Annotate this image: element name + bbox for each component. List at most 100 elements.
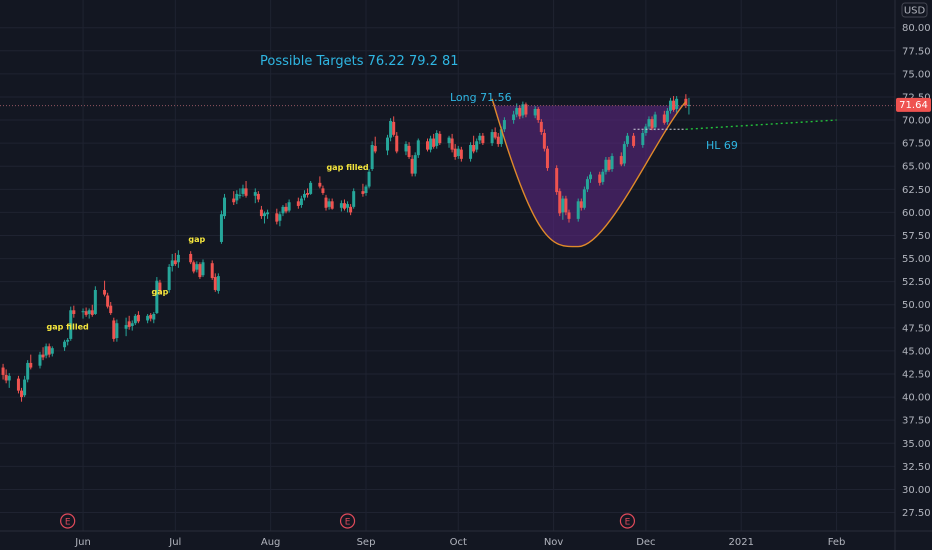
candle-body	[41, 354, 45, 358]
higher-low-annotation: HL 69	[706, 139, 738, 152]
candle	[149, 313, 153, 322]
candle-body	[219, 214, 223, 242]
time-tick-label: Dec	[636, 537, 655, 548]
last-price-tag: 71.64	[896, 97, 931, 112]
price-tick-label: 67.50	[902, 139, 931, 150]
price-tick-label: 32.50	[902, 462, 931, 473]
candle	[306, 188, 310, 198]
earnings-marker: E	[619, 513, 636, 529]
candle-body	[601, 171, 605, 182]
candle-body	[23, 379, 27, 396]
candle	[259, 205, 263, 219]
earnings-marker-label: E	[345, 518, 351, 528]
drawing-overlays	[492, 98, 686, 247]
candle-body	[512, 114, 516, 121]
candle	[198, 262, 202, 279]
candle-body	[7, 375, 11, 381]
candlestick-series	[1, 94, 691, 402]
candle	[475, 138, 479, 153]
candle-body	[296, 201, 300, 206]
candle-body	[244, 188, 248, 196]
currency-badge-box	[901, 2, 928, 18]
candle	[281, 205, 285, 217]
candle-body	[321, 188, 325, 194]
candle	[38, 351, 42, 369]
candle	[555, 165, 559, 195]
candle	[339, 200, 343, 212]
candle-body	[392, 121, 396, 135]
candle-body	[133, 315, 137, 324]
candle	[47, 343, 51, 358]
candle	[601, 168, 605, 185]
candle	[327, 198, 331, 210]
candle-body	[103, 289, 107, 295]
candle-body	[413, 155, 417, 174]
candle-body	[87, 310, 91, 314]
gap-label: gap	[152, 288, 169, 297]
candle	[130, 320, 134, 331]
earnings-marker-label: E	[625, 518, 631, 528]
candle	[106, 292, 110, 309]
candle	[672, 96, 676, 112]
candle-body	[675, 98, 679, 109]
candle	[69, 306, 73, 341]
price-tick-label: 60.00	[902, 208, 931, 219]
time-tick-label: Jul	[168, 537, 181, 548]
candle	[302, 190, 306, 201]
candle	[668, 97, 672, 114]
candle	[216, 273, 220, 294]
candle	[4, 369, 8, 384]
candle	[342, 199, 346, 211]
candle-body	[90, 310, 94, 315]
candle	[416, 138, 420, 158]
candle-body	[201, 262, 205, 276]
candle	[41, 347, 45, 361]
candle-body	[352, 191, 356, 207]
candle-body	[281, 206, 285, 214]
price-tick-label: 37.50	[902, 416, 931, 427]
price-tick-label: 30.00	[902, 485, 931, 496]
candle-body	[266, 212, 270, 215]
candle-body	[435, 132, 439, 146]
candle-body	[93, 289, 97, 314]
candle	[493, 127, 497, 140]
candle	[478, 132, 482, 145]
candle-body	[367, 171, 371, 187]
currency-badge[interactable]: USD	[901, 2, 928, 18]
candle	[93, 286, 97, 315]
candle-body	[324, 197, 328, 208]
candle-body	[69, 310, 73, 339]
candle	[410, 155, 414, 177]
price-tick-label: 27.50	[902, 508, 931, 519]
candle-body	[536, 108, 540, 121]
candle	[392, 116, 396, 137]
candle-body	[447, 137, 451, 144]
candle-body	[585, 179, 589, 190]
price-tick-label: 77.50	[902, 46, 931, 57]
candle-body	[389, 120, 393, 138]
candle	[87, 308, 91, 319]
candle	[582, 186, 586, 210]
candle	[256, 191, 260, 203]
candle	[266, 209, 270, 219]
candle-body	[4, 374, 8, 381]
candle	[167, 264, 171, 293]
candle-body	[521, 104, 525, 116]
price-tick-label: 62.50	[902, 185, 931, 196]
candle-body	[309, 182, 313, 194]
candle	[521, 101, 525, 119]
candle	[576, 198, 580, 222]
candle	[146, 313, 150, 324]
candle	[72, 305, 76, 318]
candle	[610, 153, 614, 172]
time-axis[interactable]: Jun Jul Aug Sep Oct Nov Dec 2021 Feb	[74, 537, 845, 548]
candle	[63, 339, 67, 351]
candle	[502, 117, 506, 133]
candle	[219, 210, 223, 244]
cup-pattern-fill	[492, 98, 686, 247]
price-tick-label: 45.00	[902, 346, 931, 357]
currency-badge-label: USD	[904, 6, 926, 17]
price-axis[interactable]: 27.50 30.00 32.50 35.00 37.50 40.00 42.50 45.00…	[902, 23, 931, 519]
